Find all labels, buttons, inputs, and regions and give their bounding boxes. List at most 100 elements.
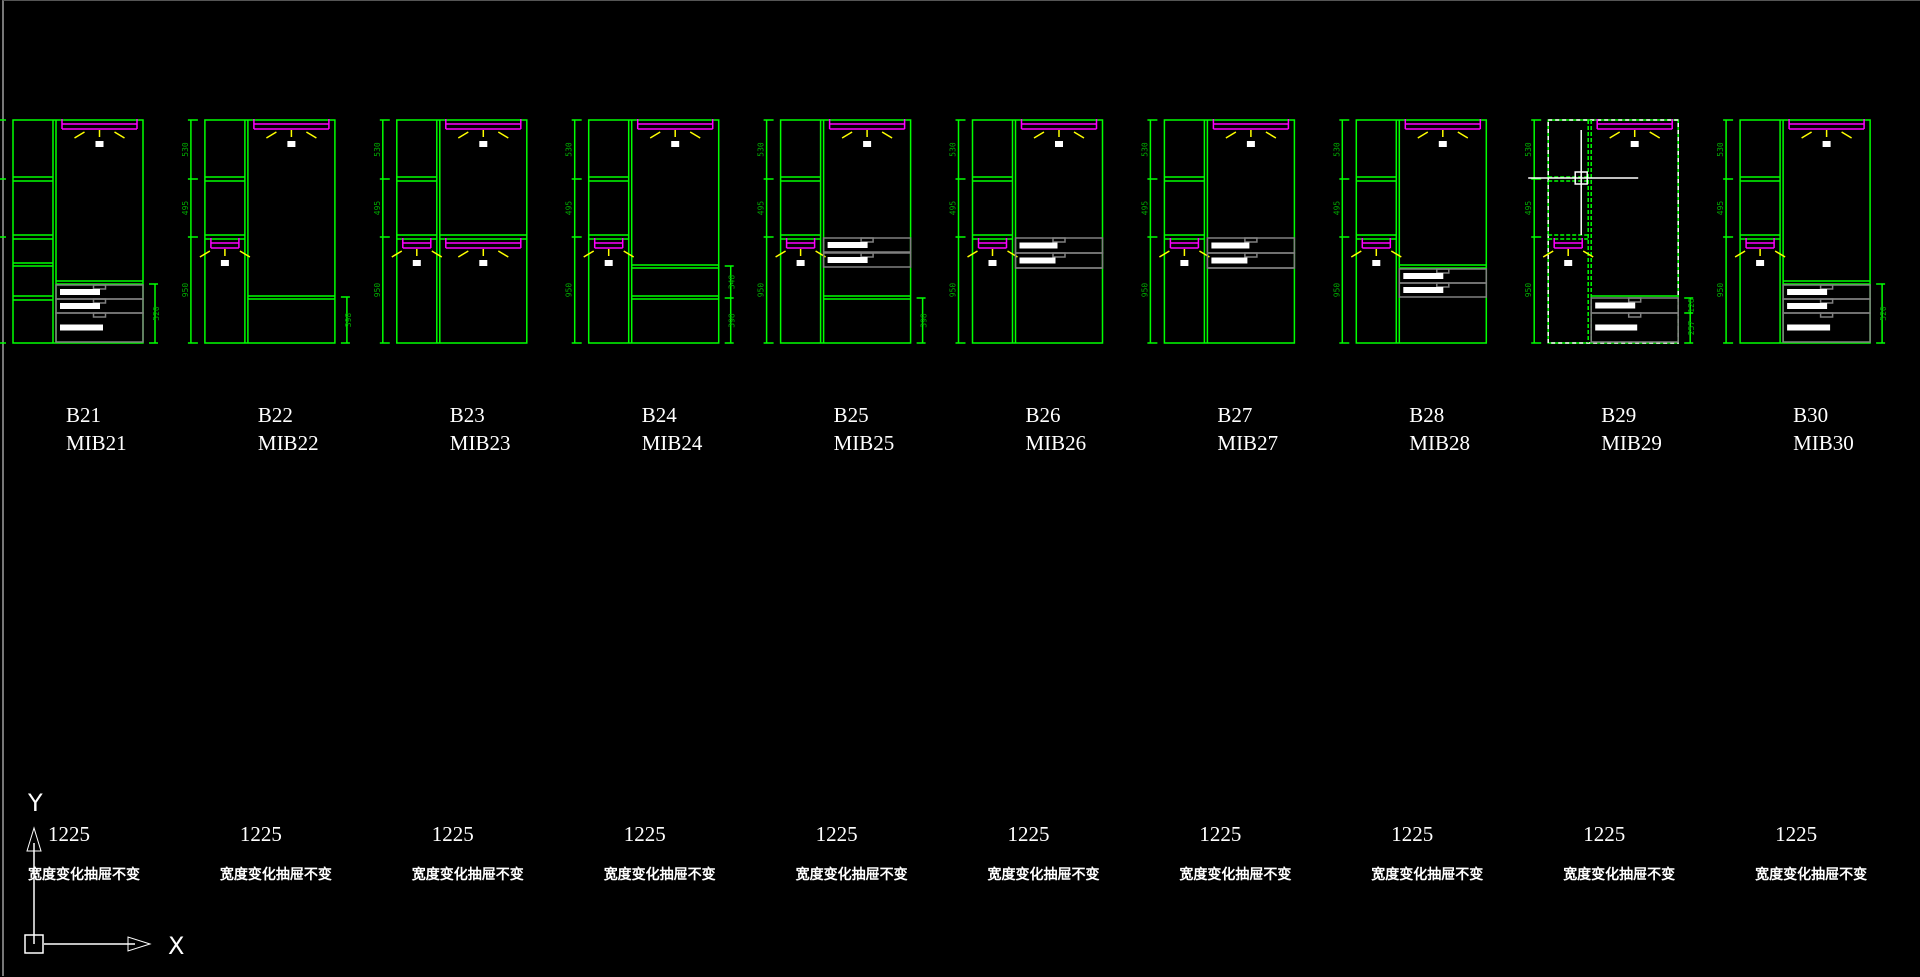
dimension-text: 126 — [1687, 298, 1696, 313]
light-icon — [391, 250, 403, 258]
drawer-label — [60, 324, 103, 331]
drawer-handle — [92, 284, 107, 290]
hanger-icon — [479, 141, 488, 147]
cabinet-note: 宽度变化抽屉不变 — [987, 867, 1100, 883]
light-icon — [306, 131, 317, 139]
drawer-label — [1787, 303, 1828, 309]
hanger-icon — [1438, 141, 1447, 147]
cabinet-code: B21 — [66, 403, 102, 427]
hanger-icon — [1630, 141, 1639, 147]
light-icon — [1033, 131, 1045, 139]
dimension-text: 950 — [373, 283, 382, 298]
drawer-label — [1403, 273, 1444, 279]
light-icon — [497, 131, 509, 139]
light-icon — [689, 131, 701, 139]
cabinet-model: MIB22 — [257, 431, 319, 455]
dimension-text: 495 — [181, 201, 190, 216]
drawer-label — [1787, 289, 1828, 295]
dimension-text: 530 — [757, 142, 766, 157]
light-icon — [775, 250, 786, 258]
hanger-icon — [412, 260, 421, 266]
cabinet-b30: 530 495 950 520 — [1716, 119, 1888, 344]
drawer-handle — [1052, 237, 1066, 243]
drawer-handle — [92, 312, 107, 318]
cabinet-outline — [1739, 119, 1871, 344]
drawer-label — [1403, 287, 1444, 293]
cabinet-note: 宽度变化抽屉不变 — [795, 867, 908, 883]
ucs-y-label: Y — [27, 789, 43, 817]
drawer-handle — [1627, 312, 1642, 318]
ucs-x-label: X — [168, 932, 184, 960]
hanger-icon — [988, 260, 997, 266]
cabinet-outline — [396, 119, 528, 344]
cabinet-code: B28 — [1409, 403, 1445, 427]
dimension-text: 520 — [152, 306, 161, 321]
dimension-text: 495 — [1140, 201, 1149, 216]
hanger-icon — [1564, 260, 1573, 266]
ucs-icon: YX — [24, 789, 184, 960]
ucs-origin-box — [24, 934, 44, 954]
dimension-text: 950 — [757, 283, 766, 298]
drawer-label — [1019, 257, 1056, 264]
light-icon — [1159, 250, 1170, 258]
drawer-handle — [1436, 282, 1450, 288]
hanger-icon — [1822, 141, 1831, 147]
drawer-handle — [92, 298, 107, 304]
light-icon — [431, 250, 443, 258]
light-icon — [1225, 131, 1237, 139]
dimension-text: 495 — [1332, 201, 1341, 216]
drawer-label — [1019, 242, 1058, 249]
drawer-handle — [1244, 252, 1258, 258]
hanger-icon — [220, 260, 229, 266]
hanger-icon — [1180, 260, 1189, 266]
cabinet-code: B22 — [257, 403, 293, 427]
cabinet-width: 1225 — [1391, 822, 1434, 846]
dimension-text: 530 — [1332, 142, 1341, 157]
cabinet-code: B25 — [833, 403, 869, 427]
cabinet-model: MIB27 — [1217, 431, 1279, 455]
hanger-icon — [287, 141, 296, 147]
drawer-label — [1211, 242, 1250, 249]
cabinet-model: MIB25 — [833, 431, 895, 455]
dimension-text: 530 — [181, 142, 190, 157]
drawer-label — [827, 257, 868, 263]
cabinet-outline — [587, 119, 720, 344]
dimension-text: 950 — [1716, 283, 1725, 298]
drawer-handle — [1819, 312, 1834, 318]
cabinet-width: 1225 — [48, 822, 90, 846]
cabinet-model: MIB23 — [449, 431, 511, 455]
cabinet-model: MIB30 — [1793, 431, 1854, 455]
cabinet-width: 1225 — [815, 822, 858, 846]
ucs-x-arrow — [127, 936, 152, 952]
cabinet-note: 宽度变化抽屉不变 — [1563, 867, 1676, 883]
cabinet-b26: 530 495 950 — [949, 119, 1104, 344]
light-icon — [623, 250, 635, 258]
hanger-icon — [1372, 260, 1381, 266]
dimension-text: 495 — [1716, 201, 1725, 216]
light-icon — [497, 250, 509, 258]
cabinet-note: 宽度变化抽屉不变 — [219, 867, 332, 883]
light-icon — [1457, 131, 1469, 139]
cabinet-note: 宽度变化抽屉不变 — [411, 867, 524, 883]
light-icon — [239, 250, 251, 258]
dimension-text: 495 — [1524, 201, 1533, 216]
light-icon — [1390, 250, 1402, 258]
light-icon — [1649, 131, 1661, 139]
hanger-icon — [1246, 141, 1255, 147]
light-icon — [1841, 131, 1852, 139]
cabinet-b22: 530 495 950 398 — [181, 119, 353, 344]
drawer-handle — [860, 252, 874, 258]
light-icon — [1350, 250, 1362, 258]
cabinet-width: 1225 — [431, 822, 474, 846]
dimension-text: 950 — [1524, 283, 1533, 298]
cabinet-width: 1225 — [623, 822, 666, 846]
light-icon — [841, 131, 853, 139]
cabinet-width: 1225 — [1583, 822, 1626, 846]
light-icon — [1774, 250, 1786, 258]
dimension-text: 348 — [728, 275, 737, 290]
dimension-text: 950 — [949, 283, 958, 298]
light-icon — [199, 250, 211, 258]
light-icon — [881, 131, 893, 139]
